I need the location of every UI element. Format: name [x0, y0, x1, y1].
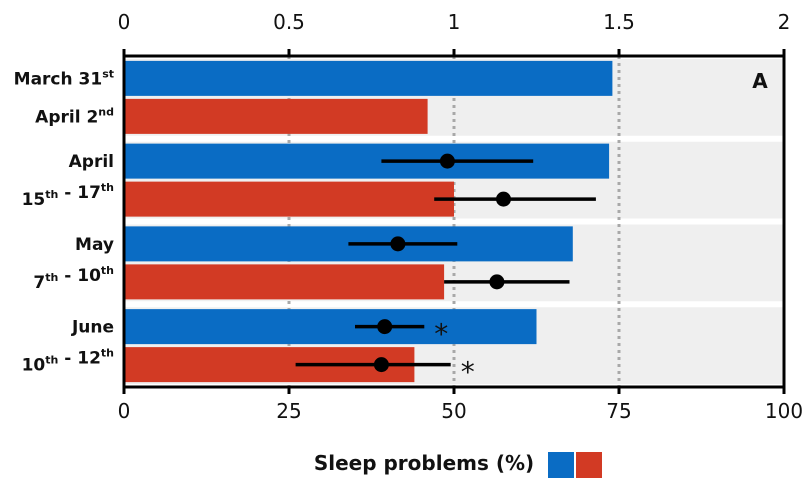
category-label-line1: April [69, 152, 114, 172]
estimate-point [489, 274, 505, 290]
significance-star: * [461, 356, 475, 389]
category-label-line1: March 31st [14, 67, 114, 89]
category-label-line1: May [75, 235, 114, 255]
significance-star: * [434, 318, 448, 351]
x-tick-label-top: 0 [118, 10, 131, 34]
bar [124, 181, 454, 217]
axes: 0 25 50 75 100 0 0.5 1 1.5 2 [118, 10, 803, 423]
x-tick-label-bottom: 50 [441, 399, 466, 423]
estimate-point [390, 236, 406, 252]
panel-label: A [752, 69, 768, 93]
x-axis-title: Sleep problems (%) [314, 451, 534, 475]
estimate-point [377, 319, 393, 335]
estimate-point [496, 191, 511, 207]
category-label-line2: April 2nd [35, 105, 114, 127]
x-tick-label-top: 1 [448, 10, 461, 34]
category-label-line2: 15th - 17th [22, 181, 114, 210]
x-tick-label-bottom: 25 [276, 399, 301, 423]
x-tick-label-bottom: 100 [765, 399, 803, 423]
category-labels: March 31st April 2nd April 15th - 17th May 7t… [14, 67, 114, 375]
estimate-point [439, 153, 455, 169]
legend-swatch [548, 452, 574, 478]
x-tick-label-top: 2 [778, 10, 791, 34]
bar [124, 60, 613, 96]
x-tick-label-top: 0.5 [273, 10, 305, 34]
x-tick-label-top: 1.5 [603, 10, 635, 34]
bar [124, 264, 445, 300]
bars [124, 60, 613, 383]
bar [124, 143, 610, 179]
estimate-point [373, 357, 389, 373]
x-tick-label-bottom: 0 [118, 399, 131, 423]
error-bars: ** [295, 153, 596, 389]
legend-swatch [576, 452, 602, 478]
bar [124, 98, 428, 134]
category-label-line2: 10th - 12th [22, 347, 114, 376]
category-label-line2: 7th - 10th [33, 264, 114, 293]
category-label-line1: June [71, 318, 114, 338]
bar [124, 309, 537, 345]
legend [548, 452, 602, 478]
x-tick-label-bottom: 75 [606, 399, 631, 423]
